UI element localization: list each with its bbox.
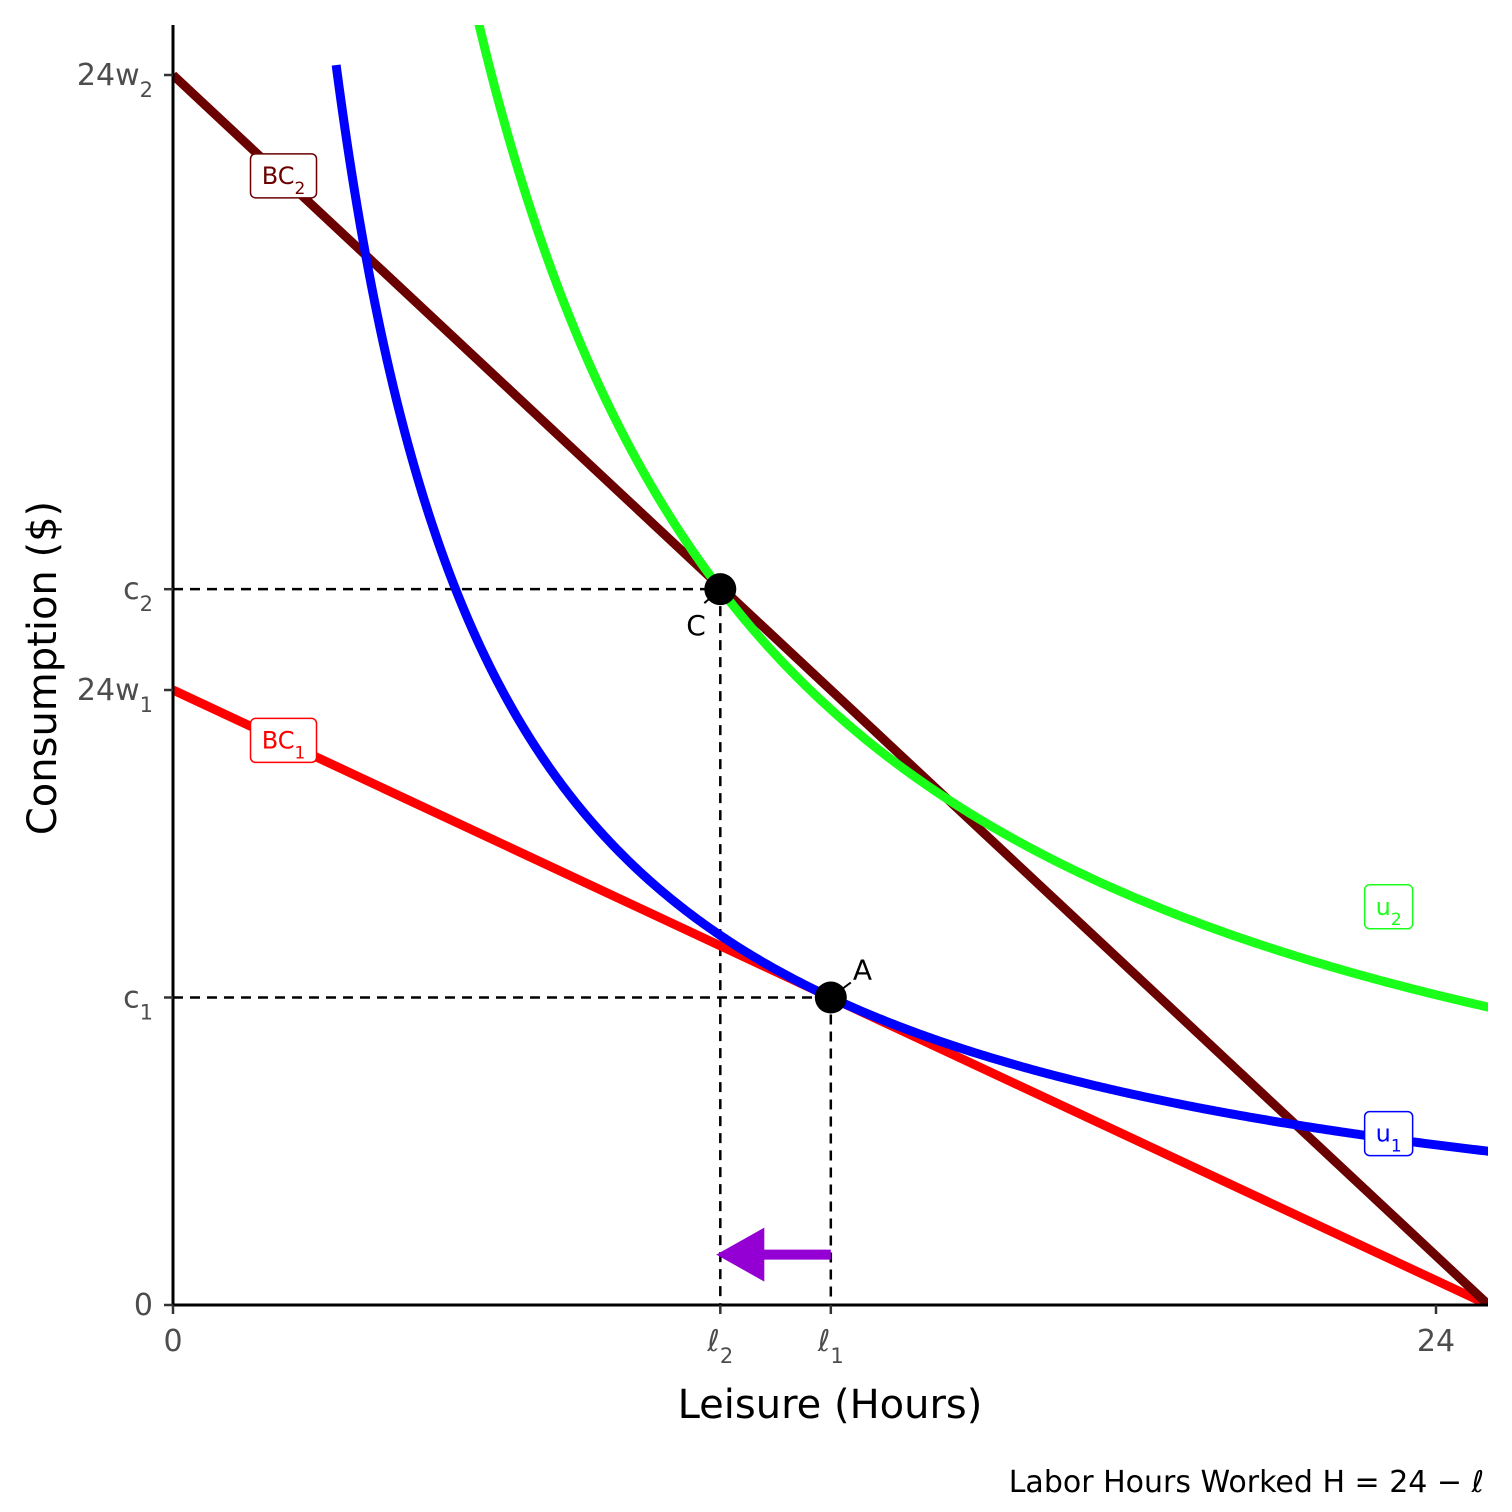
label-box-u2 (1363, 884, 1414, 930)
x-axis-title: Leisure (Hours) (678, 1382, 983, 1428)
budget-line-bc2 (173, 71, 1488, 1305)
label-box-bc2 (249, 153, 318, 199)
y-axis-title: Consumption ($) (20, 501, 66, 835)
point-label-c: C (686, 609, 706, 642)
points-layer: AC (686, 573, 872, 1014)
x-tick-label: 0 (163, 1324, 182, 1359)
label-u2: u2 (1376, 893, 1402, 930)
indifference-curve-u2 (474, 25, 1488, 1012)
label-box-bc1 (249, 717, 318, 764)
label-bc1: BC1 (262, 726, 306, 763)
y-tick-label: 0 (134, 1288, 153, 1323)
shift-arrow-layer (716, 1227, 831, 1282)
label-box-u1 (1363, 1110, 1414, 1157)
y-tick-label: c2 (123, 572, 153, 616)
y-tick-label: 24w1 (77, 673, 153, 717)
point-c (704, 573, 737, 606)
point-label-a: A (853, 954, 872, 987)
x-tick-label: ℓ2 (706, 1324, 733, 1368)
label-bc2: BC2 (262, 162, 306, 199)
x-tick-label: ℓ1 (817, 1324, 844, 1368)
y-tick-label: c1 (123, 981, 153, 1025)
curves-layer (173, 25, 1488, 1305)
axes-layer (171, 25, 1488, 1307)
series-labels-layer: BC1 BC2 u1 u2 (249, 153, 1414, 1157)
chart-caption: Labor Hours Worked H = 24 − ℓ (1009, 1465, 1484, 1500)
label-u1: u1 (1376, 1120, 1402, 1157)
y-tick-label: 24w2 (77, 58, 153, 102)
point-a (814, 981, 847, 1014)
x-tick-label: 24 (1417, 1324, 1455, 1359)
indifference-curve-u1 (331, 64, 1488, 1156)
ticks-layer: 0 ℓ2 ℓ1 24 0 c1 24w1 c2 24w2 (77, 58, 1455, 1368)
shift-arrow-head (716, 1227, 765, 1282)
